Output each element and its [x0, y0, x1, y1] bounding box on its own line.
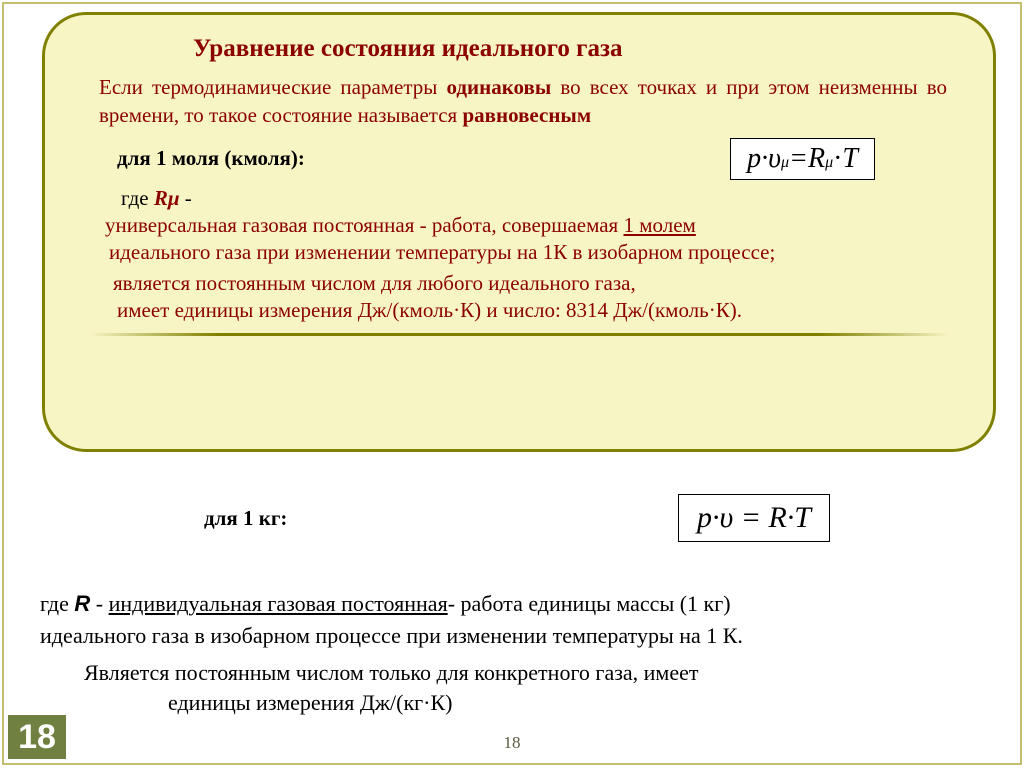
- universal-line-1: универсальная газовая постоянная - работ…: [105, 213, 955, 238]
- equilibrium-paragraph: Если термодинамические параметры одинако…: [99, 73, 947, 130]
- slide-frame: Уравнение состояния идеального газа Если…: [2, 2, 1022, 765]
- where-line: где Rμ -: [121, 186, 965, 211]
- f1-T: T: [842, 143, 858, 175]
- f1-mu1: μ: [781, 154, 789, 172]
- f1-eq: =: [789, 143, 808, 175]
- para-text-1: Если термодинамические параметры: [99, 75, 447, 99]
- kg-row: для 1 кг: p·υ = R·T: [204, 494, 940, 542]
- b-igp: индивидуальная газовая постоянная: [109, 591, 448, 616]
- b-r-symbol: R: [74, 591, 90, 616]
- universal-line-3: является постоянным числом для любого ид…: [113, 271, 955, 296]
- b-dash: -: [90, 591, 108, 616]
- bottom-text-block: где R - индивидуальная газовая постоянна…: [40, 589, 988, 718]
- mole-label: для 1 моля (кмоля):: [117, 146, 305, 171]
- bottom-line-1: где R - индивидуальная газовая постоянна…: [40, 589, 988, 619]
- f1-mu2: μ: [825, 154, 833, 172]
- para-bold-2: равновесным: [462, 103, 591, 127]
- kg-label: для 1 кг:: [204, 506, 287, 531]
- page-number-footer: 18: [4, 733, 1020, 753]
- uni1-underline: 1 молем: [623, 213, 695, 237]
- bottom-line-3: Является постоянным числом только для ко…: [84, 658, 988, 688]
- slide-title: Уравнение состояния идеального газа: [193, 35, 965, 63]
- where-txt: где: [121, 186, 154, 210]
- f1-dot2: ·: [833, 143, 842, 175]
- f1-R: R: [808, 143, 825, 175]
- f1-p: p: [747, 143, 761, 175]
- f1-dot1: ·: [761, 143, 768, 175]
- b-where: где: [40, 591, 74, 616]
- mole-row: для 1 моля (кмоля): p·υμ = Rμ · T: [117, 138, 875, 180]
- bottom-line-4: единицы измерения Дж/(кг·К): [168, 688, 988, 718]
- formula-1: p·υμ = Rμ · T: [730, 138, 875, 180]
- where-dash: -: [180, 186, 192, 210]
- formula-2: p·υ = R·T: [678, 494, 830, 542]
- divider-line: [89, 333, 949, 336]
- para-bold-1: одинаковы: [447, 75, 552, 99]
- uni1-a: универсальная газовая постоянная - работ…: [105, 213, 623, 237]
- content-box: Уравнение состояния идеального газа Если…: [42, 12, 996, 452]
- universal-line-2: идеального газа при изменении температур…: [109, 240, 955, 265]
- b-rest1: - работа единицы массы (1 кг): [448, 591, 731, 616]
- bottom-line-2: идеального газа в изобарном процессе при…: [40, 621, 988, 651]
- r-mu-symbol: Rμ: [154, 186, 180, 210]
- universal-line-4: имеет единицы измерения Дж/(кмоль·К) и ч…: [117, 298, 955, 323]
- f1-ups: υ: [768, 143, 781, 175]
